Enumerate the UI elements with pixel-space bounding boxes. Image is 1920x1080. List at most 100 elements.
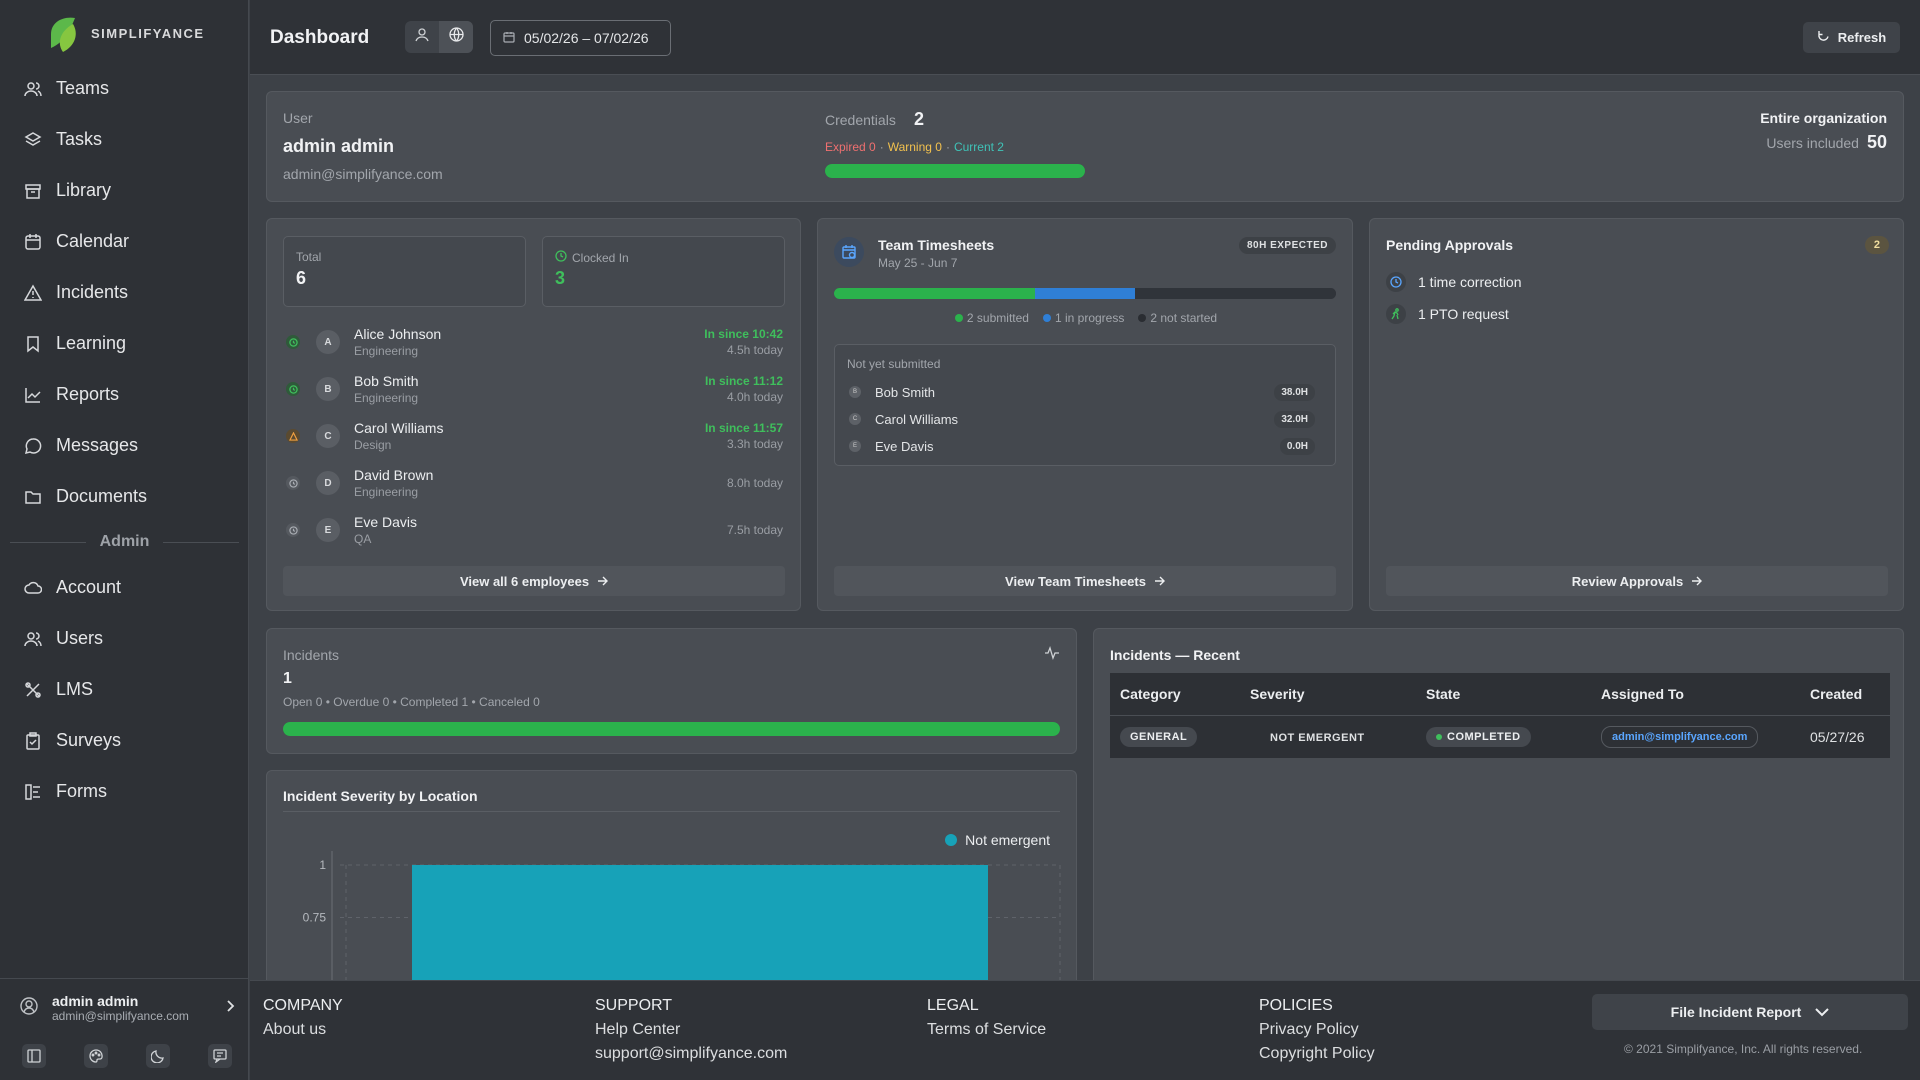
employee-row[interactable]: B Bob Smith Engineering In since 11:12 4… [283,369,783,409]
incidents-breakdown: Open 0 • Overdue 0 • Completed 1 • Cance… [283,695,540,709]
not-started-count: 2 not started [1150,311,1218,325]
incident-severity-chart-card: Incident Severity by Location Not emerge… [266,770,1077,984]
calendar-icon [503,30,515,46]
refresh-button[interactable]: Refresh [1803,22,1900,53]
view-all-employees-button[interactable]: View all 6 employees [283,566,785,596]
brand-name: SIMPLIFYANCE [91,25,205,41]
approval-label: 1 PTO request [1418,306,1509,322]
runner-icon [1386,304,1406,324]
employee-row[interactable]: C Carol Williams Design In since 11:57 3… [283,416,783,456]
sidebar-item-messages[interactable]: Messages [0,420,249,471]
person-icon [415,27,429,47]
incidents-count: 1 [283,670,292,687]
footer-link-help-center[interactable]: Help Center [595,1021,681,1038]
sidebar-item-forms[interactable]: Forms [0,766,249,817]
employee-row[interactable]: E Eve Davis QA 7.5h today [283,510,783,550]
user-avatar-icon [20,996,38,1020]
sidebar-item-incidents[interactable]: Incidents [0,267,249,318]
sidebar-item-account[interactable]: Account [0,562,249,613]
column-header[interactable]: Category [1110,673,1240,715]
list-item[interactable]: C Carol Williams 32.0H [849,406,1325,432]
approval-item-time-correction[interactable]: 1 time correction [1386,272,1521,292]
sidebar-toggle-icon[interactable] [22,1044,46,1068]
leaf-icon [45,12,85,54]
timesheet-calendar-icon [834,237,864,267]
copyright-text: © 2021 Simplifyance, Inc. All rights res… [1624,1042,1863,1056]
incidents-summary-card: Incidents 1 Open 0 • Overdue 0 • Complet… [266,628,1077,754]
clock-icon [286,335,300,349]
clock-in-time: In since 11:12 [704,374,783,388]
employee-name: Bob Smith [354,373,419,389]
footer-policies: POLICIES Privacy Policy Copyright Policy [1259,997,1375,1069]
footer-link-copyright[interactable]: Copyright Policy [1259,1045,1375,1062]
sidebar-item-learning[interactable]: Learning [0,318,249,369]
arrow-right-icon [1691,574,1703,589]
sidebar-item-library[interactable]: Library [0,165,249,216]
sidebar-item-surveys[interactable]: Surveys [0,715,249,766]
person-scope-button[interactable] [405,21,439,53]
assigned-to-link[interactable]: admin@simplifyance.com [1601,725,1759,748]
table-header-row: Category Severity State Assigned To Crea… [1110,673,1890,715]
column-header[interactable]: Severity [1240,673,1416,715]
view-team-timesheets-button[interactable]: View Team Timesheets [834,566,1336,596]
users-included-label: Users included [1766,135,1859,151]
sidebar-item-teams[interactable]: Teams [0,63,249,114]
list-item[interactable]: B Bob Smith 38.0H [849,379,1325,405]
footer-link-privacy[interactable]: Privacy Policy [1259,1021,1359,1038]
severity-value: NOT EMERGENT [1270,732,1365,745]
credentials-breakdown: Expired 0 · Warning 0 · Current 2 [825,140,1004,154]
globe-icon [448,27,464,47]
users-icon [24,80,42,98]
footer-link-terms[interactable]: Terms of Service [927,1021,1047,1038]
sidebar-item-label: Reports [56,384,120,404]
not-submitted-label: Not yet submitted [847,357,941,371]
clipboard-icon [24,731,42,750]
sidebar-item-tasks[interactable]: Tasks [0,114,249,165]
approval-item-pto[interactable]: 1 PTO request [1386,304,1509,324]
current-count: Current 2 [953,140,1004,154]
warning-icon [286,429,300,443]
chevron-down-icon [1815,1004,1830,1020]
moon-icon[interactable] [146,1044,170,1068]
not-started-segment [1135,288,1336,299]
sidebar-item-calendar[interactable]: Calendar [0,216,249,267]
sidebar-item-users[interactable]: Users [0,613,249,664]
footer-link-about[interactable]: About us [263,1021,327,1038]
list-item[interactable]: E Eve Davis 0.0H [849,433,1325,459]
date-range-value: 05/02/26 – 07/02/26 [524,30,649,46]
legend-swatch [945,834,958,846]
admin-section-label: Admin [99,533,150,550]
timesheets-range: May 25 - Jun 7 [878,256,958,270]
status-dot [1436,733,1442,740]
page-title: Dashboard [270,27,370,48]
sidebar-item-lms[interactable]: LMS [0,664,249,715]
y-tick-label: 0.75 [303,911,327,925]
folder-icon [24,488,42,506]
footer-link-support-email[interactable]: support@simplifyance.com [595,1045,788,1062]
clock-icon [286,382,300,396]
employee-row[interactable]: A Alice Johnson Engineering In since 10:… [283,322,783,362]
palette-icon[interactable] [84,1044,108,1068]
date-range-picker[interactable]: 05/02/26 – 07/02/26 [490,20,671,56]
recent-incidents-table: Category Severity State Assigned To Crea… [1110,673,1890,758]
file-incident-report-button[interactable]: File Incident Report [1592,994,1908,1030]
employee-department: Engineering [354,485,419,499]
user-menu[interactable]: admin admin admin@simplifyance.com [20,993,235,1023]
sidebar-item-documents[interactable]: Documents [0,471,249,522]
submitted-count: 2 submitted [966,311,1029,325]
column-header[interactable]: Assigned To [1591,673,1800,715]
column-header[interactable]: State [1416,673,1591,715]
column-header[interactable]: Created [1800,673,1890,715]
globe-scope-button[interactable] [439,21,473,53]
review-approvals-button[interactable]: Review Approvals [1386,566,1888,596]
legend-dot-not-started [1138,314,1147,322]
table-row[interactable]: GENERAL NOT EMERGENT COMPLETED admin@sim… [1110,714,1890,758]
logo[interactable]: SIMPLIFYANCE [45,12,205,54]
arrow-right-icon [597,574,609,589]
users-included: Users included 50 [1766,132,1887,153]
sidebar-item-reports[interactable]: Reports [0,369,249,420]
hours-today: 8.0h today [726,476,783,490]
employee-row[interactable]: D David Brown Engineering 8.0h today [283,463,783,503]
feedback-icon[interactable] [208,1044,232,1068]
employee-name: Bob Smith [875,384,935,400]
